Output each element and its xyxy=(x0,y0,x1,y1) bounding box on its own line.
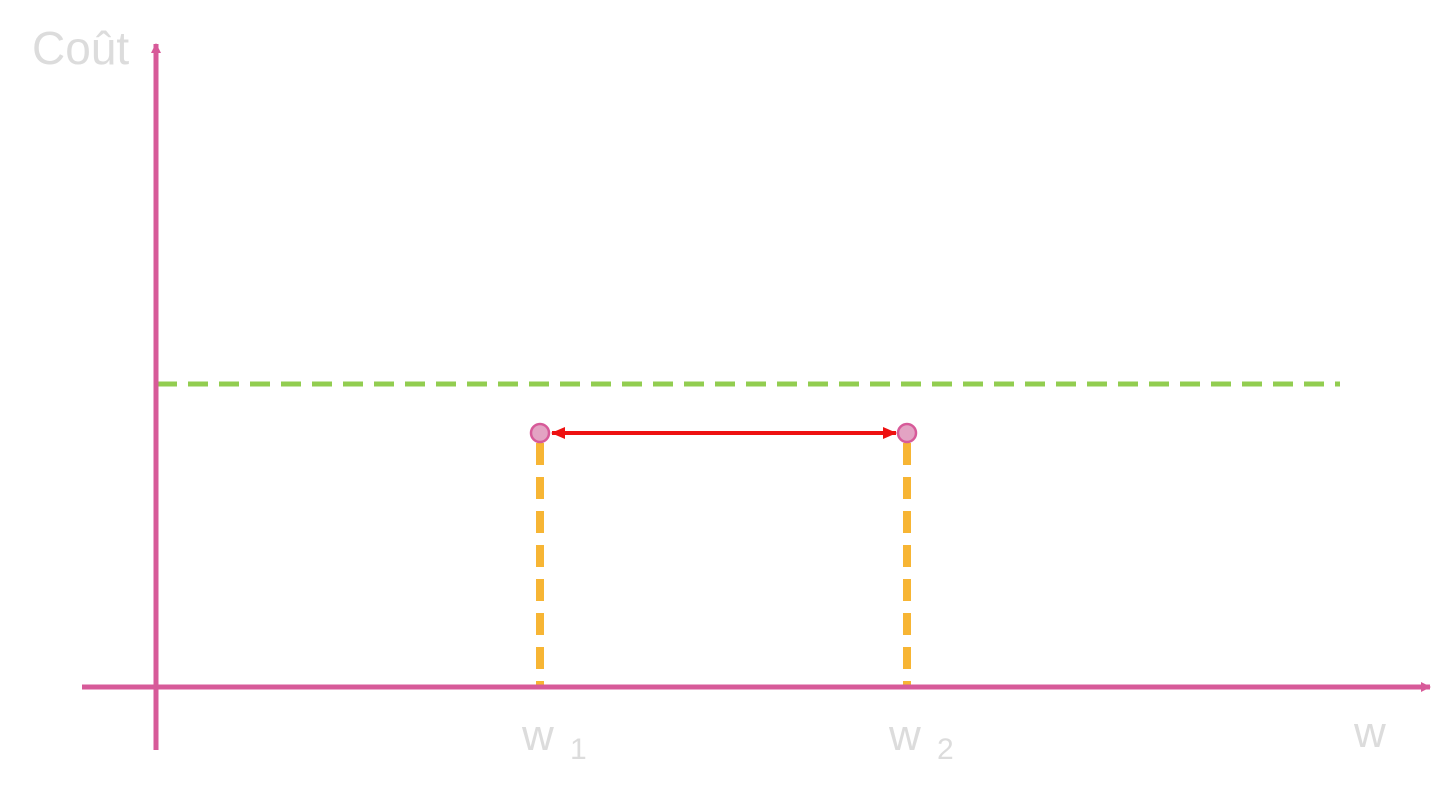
point-w2 xyxy=(896,422,918,444)
point-label-w2-base: w xyxy=(888,711,921,760)
point-label-w2: w 2 xyxy=(888,711,954,766)
point-label-w1-subscript: 1 xyxy=(570,733,587,766)
point-w1 xyxy=(529,422,551,444)
point-label-w1-base: w xyxy=(521,711,554,760)
point-label-w1: w 1 xyxy=(521,711,587,766)
point-label-w2-subscript: 2 xyxy=(937,733,954,766)
y-axis-label: Coût xyxy=(32,22,129,74)
x-axis-label: w xyxy=(1353,708,1386,757)
